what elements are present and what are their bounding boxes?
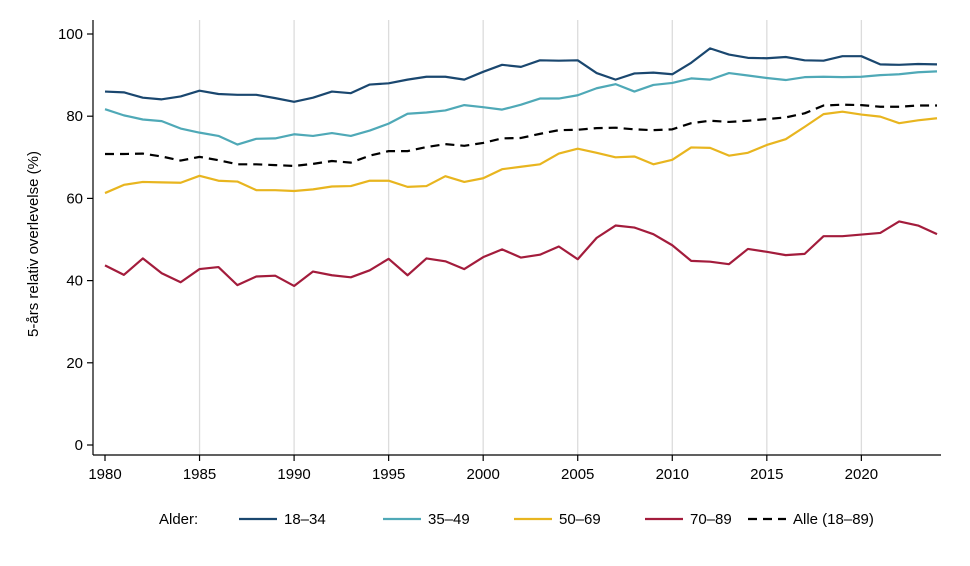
x-tick-label-1980: 1980 <box>88 466 121 483</box>
y-tick-label-40: 40 <box>66 273 83 290</box>
x-tick-label-2015: 2015 <box>750 466 783 483</box>
series-line-0 <box>104 47 938 103</box>
legend-label-1: 35–49 <box>428 511 470 528</box>
x-tick-label-2020: 2020 <box>845 466 878 483</box>
series-line-1 <box>104 70 938 146</box>
legend-label-4: Alle (18–89) <box>793 511 874 528</box>
y-tick-label-0: 0 <box>75 437 83 454</box>
x-gridlines <box>198 20 863 455</box>
legend-label-0: 18–34 <box>284 511 326 528</box>
series-line-2 <box>104 110 938 195</box>
legend-label-2: 50–69 <box>559 511 601 528</box>
y-axis-title: 5-års relativ overlevelse (%) <box>25 151 42 337</box>
y-tick-label-80: 80 <box>66 108 83 125</box>
legend-label-3: 70–89 <box>690 511 732 528</box>
x-axis: 1980 1985 1990 1995 2000 2005 2010 2015 2020 <box>88 454 941 483</box>
x-tick-label-2000: 2000 <box>466 466 499 483</box>
x-tick-label-1985: 1985 <box>183 466 216 483</box>
y-tick-label-20: 20 <box>66 355 83 372</box>
legend-title: Alder: <box>159 511 198 528</box>
x-tick-label-2010: 2010 <box>656 466 689 483</box>
x-tick-label-1995: 1995 <box>372 466 405 483</box>
legend: Alder: 18–34 35–49 50–69 70–89 Alle (18–89) <box>159 511 874 528</box>
y-tick-label-100: 100 <box>58 26 83 43</box>
series-line-4 <box>105 103 937 168</box>
series-line-3 <box>104 220 938 288</box>
x-tick-label-2005: 2005 <box>561 466 594 483</box>
y-axis: 0 20 40 60 80 100 <box>58 20 94 455</box>
series-lines <box>104 47 938 288</box>
y-tick-label-60: 60 <box>66 190 83 207</box>
x-tick-label-1990: 1990 <box>277 466 310 483</box>
